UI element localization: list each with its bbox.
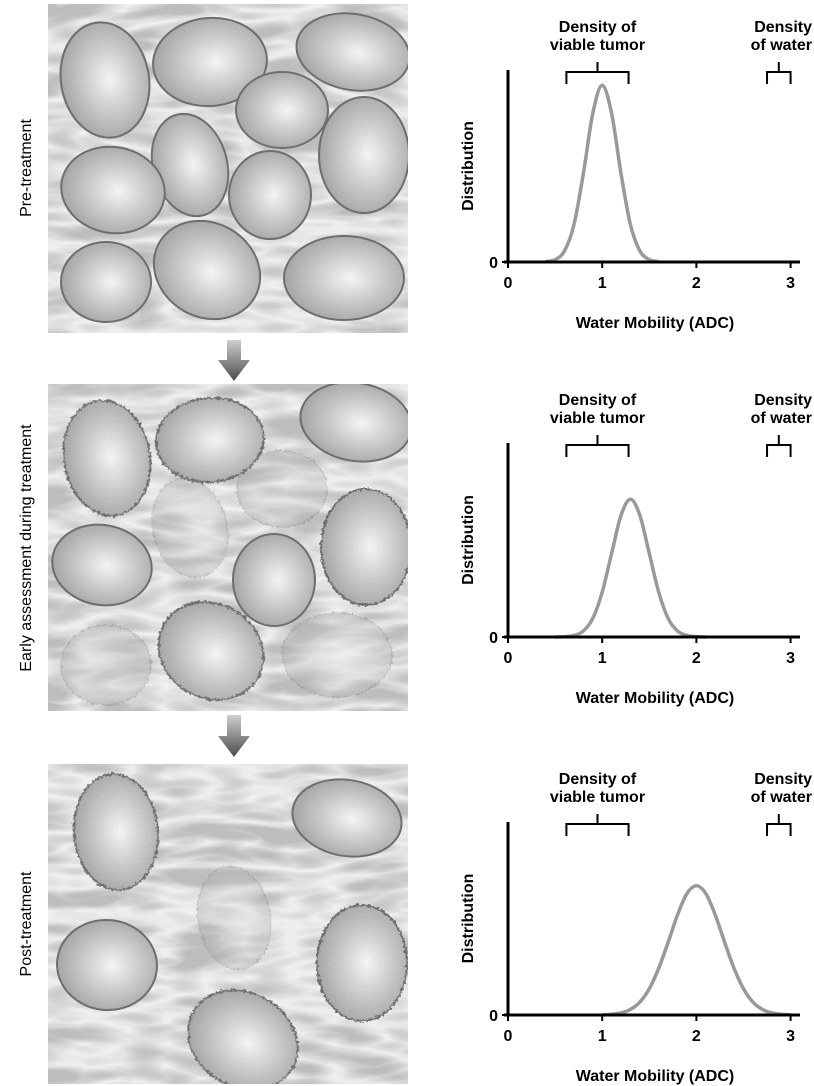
bracket — [565, 435, 630, 457]
cell — [299, 384, 408, 463]
annotation: Density of — [559, 19, 637, 36]
cell — [316, 904, 408, 1022]
cell — [60, 624, 152, 706]
y-tick-label: 0 — [489, 255, 498, 272]
x-axis-label: Water Mobility (ADC) — [576, 1068, 735, 1085]
chart: 0 1 2 3 0 Water Mobility (ADC) Distribution Den… — [460, 392, 812, 707]
annotation: Density — [754, 771, 812, 788]
x-tick-label: 0 — [504, 1028, 513, 1045]
x-tick-label: 3 — [786, 1028, 795, 1045]
cell — [62, 399, 152, 517]
cell — [283, 235, 405, 321]
chart: 0 1 2 3 0 Water Mobility (ADC) Distribution Den… — [460, 771, 812, 1085]
y-tick-label: 0 — [489, 1008, 498, 1025]
distribution-curve — [545, 83, 660, 264]
annotation: Density of — [559, 392, 637, 409]
x-tick-label: 2 — [692, 1028, 701, 1045]
y-axis-label: Distribution — [460, 495, 477, 585]
x-axis-label: Water Mobility (ADC) — [576, 315, 735, 332]
y-axis-label: Distribution — [460, 121, 477, 211]
cell — [232, 533, 316, 627]
cell — [320, 488, 408, 606]
chart: 0 1 2 3 0 Water Mobility (ADC) Distribution Den… — [460, 19, 812, 332]
row-label: Post-treatment — [18, 871, 35, 976]
cell — [318, 96, 408, 214]
bracket — [766, 62, 792, 84]
y-tick-label: 0 — [489, 630, 498, 647]
cell — [281, 612, 393, 698]
cell — [151, 478, 229, 578]
cell — [187, 989, 299, 1084]
cell — [157, 601, 265, 701]
annotation: Density of — [559, 771, 637, 788]
cell — [155, 396, 265, 484]
cell — [60, 241, 152, 323]
x-tick-label: 3 — [786, 275, 795, 292]
cell — [196, 865, 272, 971]
cell — [235, 71, 329, 149]
annotation: Density — [754, 19, 812, 36]
annotation: viable tumor — [550, 37, 645, 54]
x-axis-label: Water Mobility (ADC) — [576, 690, 735, 707]
cell — [60, 145, 166, 235]
cell — [72, 773, 160, 891]
annotation: of water — [751, 789, 812, 806]
distribution-curve — [555, 497, 706, 639]
x-tick-label: 0 — [504, 275, 513, 292]
cell — [236, 450, 328, 528]
cell-panel — [48, 384, 408, 711]
cell-panel — [48, 4, 408, 333]
x-tick-label: 0 — [504, 650, 513, 667]
cell — [291, 778, 403, 858]
arrow — [218, 340, 250, 757]
row-label: Early assessment during treatment — [18, 424, 35, 672]
annotation: viable tumor — [550, 789, 645, 806]
distribution-curve — [602, 883, 791, 1017]
cell — [152, 16, 268, 108]
cell — [152, 219, 262, 321]
x-tick-label: 3 — [786, 650, 795, 667]
cell — [56, 918, 158, 1012]
row-label: Pre-treatment — [18, 119, 35, 217]
cell-panels — [48, 4, 408, 1084]
cell — [228, 150, 312, 240]
cell — [59, 21, 151, 139]
annotation: viable tumor — [550, 410, 645, 427]
x-tick-label: 1 — [598, 1028, 607, 1045]
annotation: Density — [754, 392, 812, 409]
x-tick-label: 1 — [598, 650, 607, 667]
bracket — [565, 62, 630, 84]
charts: 0 1 2 3 0 Water Mobility (ADC) Distribution Den… — [460, 19, 812, 1085]
annotation: of water — [751, 410, 812, 427]
x-tick-label: 1 — [598, 275, 607, 292]
cell — [51, 523, 153, 607]
bracket — [565, 814, 630, 836]
cell — [295, 12, 408, 92]
bracket — [766, 814, 792, 836]
x-tick-label: 2 — [692, 650, 701, 667]
bracket — [766, 435, 792, 457]
x-tick-label: 2 — [692, 275, 701, 292]
cell-panel — [48, 764, 408, 1084]
y-axis-label: Distribution — [460, 874, 477, 964]
annotation: of water — [751, 37, 812, 54]
